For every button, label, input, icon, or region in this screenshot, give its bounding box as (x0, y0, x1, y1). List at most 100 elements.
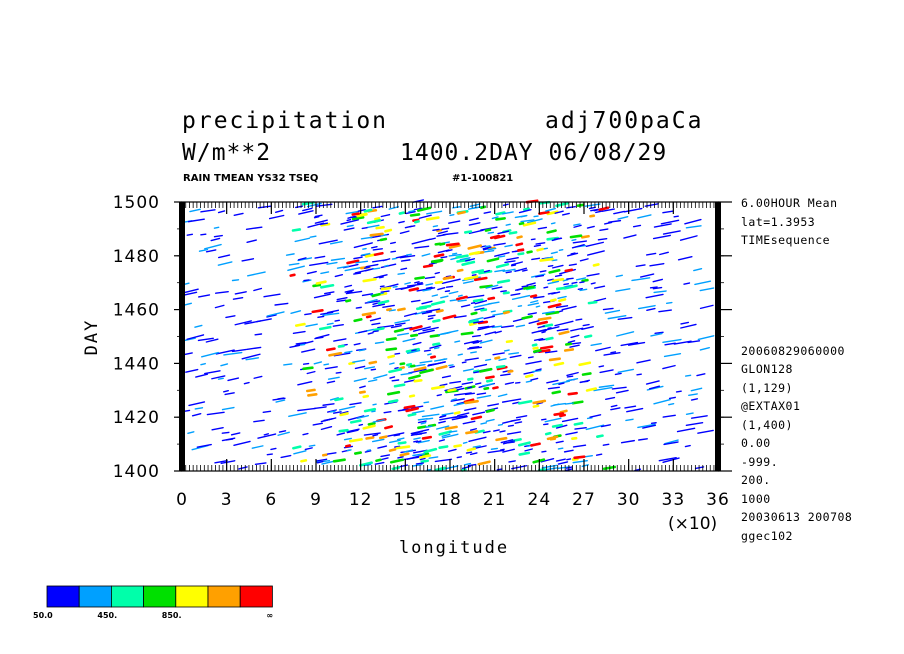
rain-streak (586, 273, 600, 277)
rain-streak (535, 305, 541, 308)
rain-streak (324, 366, 338, 370)
rain-streak (645, 252, 657, 256)
rain-streak (465, 451, 473, 454)
rain-streak (339, 412, 349, 417)
rain-streak (474, 299, 488, 305)
rain-streak (529, 294, 538, 298)
rain-streak (566, 377, 579, 382)
rain-streak (441, 433, 459, 439)
rain-streak (425, 283, 434, 286)
rain-streak (405, 210, 416, 215)
rain-streak (407, 412, 417, 417)
rain-streak (253, 287, 263, 292)
rain-streak (569, 344, 580, 348)
rain-streak (196, 443, 212, 448)
rain-streak (558, 382, 565, 385)
rain-streak (544, 350, 558, 354)
rain-streak (571, 400, 584, 405)
rain-streak (610, 407, 621, 411)
rain-streak (520, 219, 535, 223)
rain-streak (302, 207, 313, 212)
rain-streak (521, 285, 529, 288)
rain-streak (436, 228, 443, 233)
rain-streak (604, 309, 621, 314)
rain-streak (512, 401, 520, 405)
rain-streak (386, 307, 392, 312)
rain-streak (198, 294, 211, 298)
rain-streak (662, 230, 681, 235)
rain-streak (314, 219, 328, 224)
rain-streak (453, 402, 467, 407)
rain-streak (492, 312, 505, 316)
rain-streak (532, 404, 540, 408)
rain-streak (387, 390, 401, 396)
rain-streak (557, 447, 564, 450)
rain-streak (363, 208, 373, 213)
rain-streak (336, 296, 348, 301)
rain-streak (408, 374, 421, 380)
rain-streak (448, 244, 461, 249)
rain-streak (435, 365, 448, 371)
rain-streak (388, 439, 401, 444)
rain-streak (566, 277, 574, 280)
rain-streak (295, 342, 307, 345)
x-tick-label: 27 (572, 490, 596, 510)
rain-streak (213, 234, 223, 238)
rain-streak (210, 237, 221, 242)
rain-streak (467, 346, 483, 350)
rain-streak (432, 228, 440, 232)
rain-streak (315, 203, 333, 207)
rain-streak (573, 455, 586, 460)
rain-streak (384, 425, 394, 430)
rain-streak (430, 405, 445, 410)
rain-streak (346, 218, 352, 222)
rain-streak (346, 259, 360, 265)
rain-streak (517, 248, 525, 252)
rain-streak (337, 344, 345, 348)
rain-streak (440, 256, 448, 259)
rain-streak (561, 212, 570, 216)
rain-streak (615, 389, 629, 394)
rain-streak (412, 218, 420, 222)
rain-streak (541, 450, 547, 453)
rain-streak (463, 462, 472, 466)
rain-streak (302, 362, 310, 365)
rain-streak (251, 445, 264, 449)
rain-streak (589, 214, 596, 218)
rain-streak (468, 229, 484, 235)
rain-streak (593, 285, 606, 289)
colorbar-swatch (175, 585, 209, 608)
rain-streak (493, 234, 506, 240)
rain-streak (291, 228, 302, 232)
rain-streak (403, 449, 414, 453)
rain-streak (404, 379, 416, 383)
rain-streak (233, 440, 251, 446)
rain-streak (322, 453, 328, 457)
rain-streak (673, 340, 692, 345)
rain-streak (387, 432, 405, 437)
x-tick-label: 3 (221, 490, 233, 510)
rain-streak (429, 333, 441, 338)
rain-streak (479, 284, 493, 289)
rain-streak (525, 360, 542, 365)
rain-streak (455, 254, 469, 259)
rain-streak (693, 268, 703, 272)
rain-streak (361, 311, 377, 317)
rain-streak (530, 442, 541, 447)
rain-streak (485, 375, 495, 380)
rain-streak (274, 209, 284, 214)
rain-streak (564, 402, 574, 405)
rain-streak (370, 368, 377, 371)
rain-streak (474, 307, 485, 311)
rain-streak (445, 285, 454, 288)
rain-streak (527, 356, 534, 359)
rain-streak (679, 235, 698, 241)
x-scale-note: (×10) (668, 514, 718, 534)
units-label: W/m**2 (182, 140, 272, 166)
rain-streak (326, 261, 338, 265)
rain-streak (547, 327, 552, 330)
rain-streak (483, 386, 490, 391)
rain-streak (525, 380, 533, 383)
rain-streak (408, 287, 420, 292)
rain-streak (639, 273, 655, 278)
